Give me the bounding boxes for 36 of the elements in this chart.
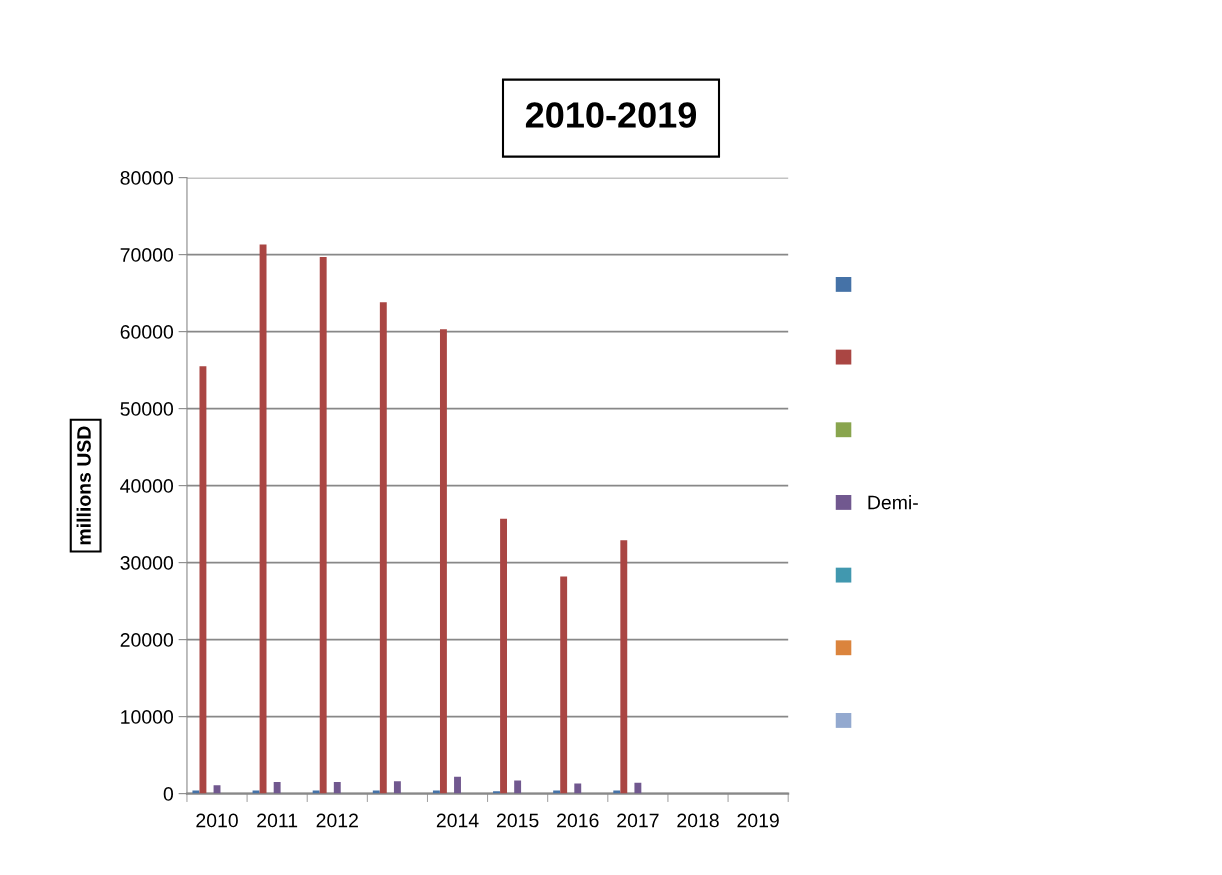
x-tick-label: 2011 (257, 813, 298, 828)
y-tick-label: 0 (163, 787, 174, 801)
bar (333, 782, 341, 794)
bar (273, 782, 281, 794)
x-tick-label: 2012 (316, 813, 358, 828)
bar (319, 256, 327, 794)
bar (379, 302, 387, 794)
bar (514, 780, 522, 794)
y-tick-label: 10000 (121, 710, 174, 724)
x-tick-label: 2015 (496, 813, 539, 828)
bar (634, 782, 642, 794)
y-tick-label: 60000 (120, 325, 174, 339)
bar (500, 518, 507, 794)
x-tick-label: 2014 (436, 813, 479, 828)
x-tick-label: 2016 (557, 813, 599, 828)
bar (393, 781, 401, 794)
y-tick-label: 40000 (120, 479, 174, 493)
bar (574, 783, 582, 794)
x-tick-label: 2019 (737, 813, 779, 828)
bar (454, 776, 461, 794)
bar (259, 244, 267, 794)
y-tick-label: 70000 (120, 248, 174, 262)
x-tick-label: 2017 (617, 813, 659, 828)
chart-title: 2010-2019 (525, 102, 697, 128)
y-tick-label: 50000 (120, 402, 174, 416)
y-tick-label: 30000 (120, 556, 174, 570)
bar (620, 540, 628, 794)
y-tick-label: 80000 (120, 171, 174, 185)
bar (199, 366, 207, 794)
bar (439, 329, 447, 794)
y-axis-title: millions USD (76, 426, 91, 545)
x-tick-label: 2018 (677, 813, 719, 828)
bar (560, 576, 568, 794)
legend-label: Demi- (868, 495, 918, 510)
y-tick-label: 20000 (120, 633, 174, 647)
x-tick-label: 2010 (196, 813, 238, 828)
